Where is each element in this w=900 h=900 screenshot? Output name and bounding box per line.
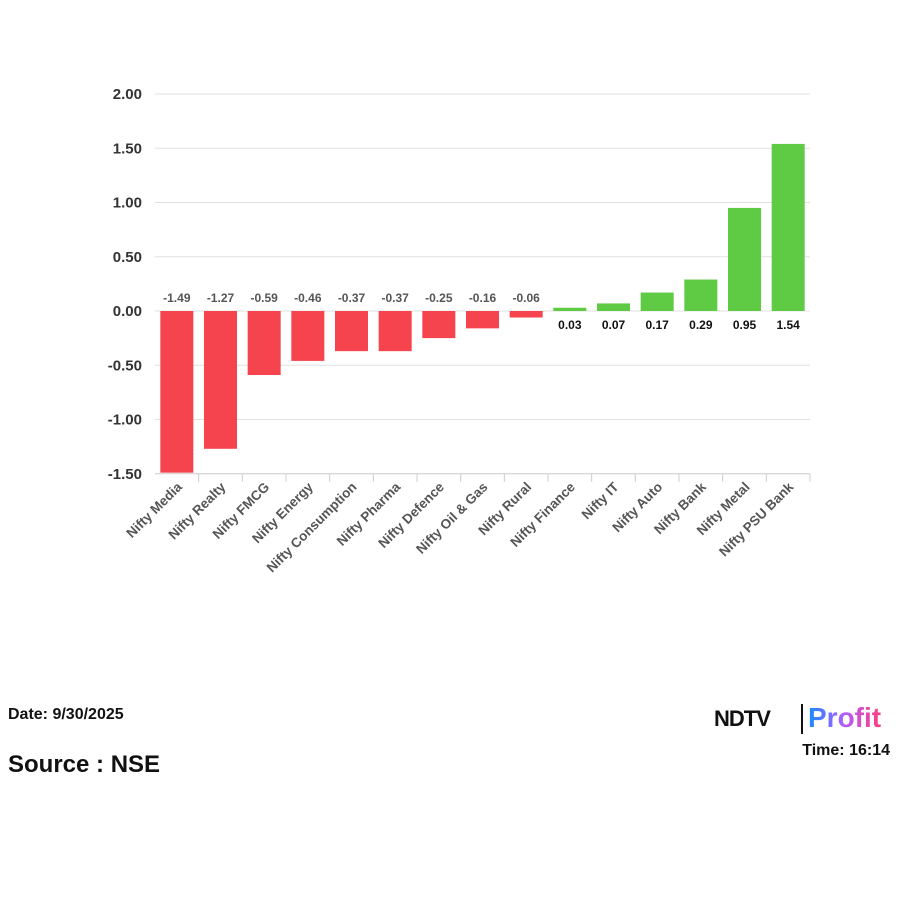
data-label: -0.06 bbox=[512, 291, 540, 305]
time-label: Time: 16:14 bbox=[802, 742, 890, 759]
logo-ndtv: NDTV bbox=[714, 706, 771, 731]
bar bbox=[422, 311, 456, 339]
y-tick-label: 2.00 bbox=[113, 86, 142, 103]
ndtv-profit-logo: NDTV Profit bbox=[714, 702, 899, 736]
logo-divider bbox=[801, 704, 803, 734]
data-label: -0.46 bbox=[294, 291, 322, 305]
y-tick-label: -1.50 bbox=[108, 466, 142, 483]
bar bbox=[466, 311, 499, 329]
bar bbox=[771, 143, 805, 311]
bar bbox=[684, 279, 718, 311]
x-tick-label: Nifty IT bbox=[579, 479, 622, 522]
data-label: -1.27 bbox=[207, 291, 235, 305]
bar bbox=[640, 292, 674, 311]
data-label: 0.95 bbox=[733, 318, 757, 332]
data-label: -0.37 bbox=[381, 291, 409, 305]
data-label: 0.29 bbox=[689, 318, 713, 332]
data-label: -0.25 bbox=[425, 291, 453, 305]
x-tick-label: Nifty PSU Bank bbox=[716, 479, 796, 559]
bar bbox=[160, 311, 194, 473]
data-label: 1.54 bbox=[776, 318, 800, 332]
y-tick-label: 0.50 bbox=[113, 249, 142, 266]
y-tick-label: -1.00 bbox=[108, 412, 142, 429]
bar-chart: 2.00 1.50 1.00 0.50 0.00 -0.50 -1.00 -1.50 -1.49… bbox=[108, 86, 811, 575]
data-label: -0.59 bbox=[250, 291, 278, 305]
bar bbox=[728, 207, 761, 311]
bar bbox=[378, 311, 412, 352]
data-label: 0.03 bbox=[558, 318, 582, 332]
bar bbox=[597, 303, 630, 311]
bar bbox=[247, 311, 281, 376]
data-label: 0.17 bbox=[645, 318, 669, 332]
y-tick-label: 1.00 bbox=[113, 195, 142, 212]
bar bbox=[335, 311, 368, 352]
bar bbox=[553, 307, 587, 311]
data-label: -1.49 bbox=[163, 291, 191, 305]
y-tick-label: 1.50 bbox=[113, 140, 142, 157]
date-label: Date: 9/30/2025 bbox=[8, 706, 124, 723]
source-label: Source : NSE bbox=[8, 751, 161, 778]
logo-profit: Profit bbox=[808, 702, 882, 733]
bar bbox=[291, 311, 325, 361]
y-tick-label: 0.00 bbox=[113, 303, 142, 320]
bar bbox=[204, 311, 237, 449]
data-label: -0.37 bbox=[338, 291, 366, 305]
data-label: -0.16 bbox=[469, 291, 497, 305]
data-label: 0.07 bbox=[602, 318, 626, 332]
y-tick-label: -0.50 bbox=[108, 357, 142, 374]
bar bbox=[509, 311, 543, 318]
